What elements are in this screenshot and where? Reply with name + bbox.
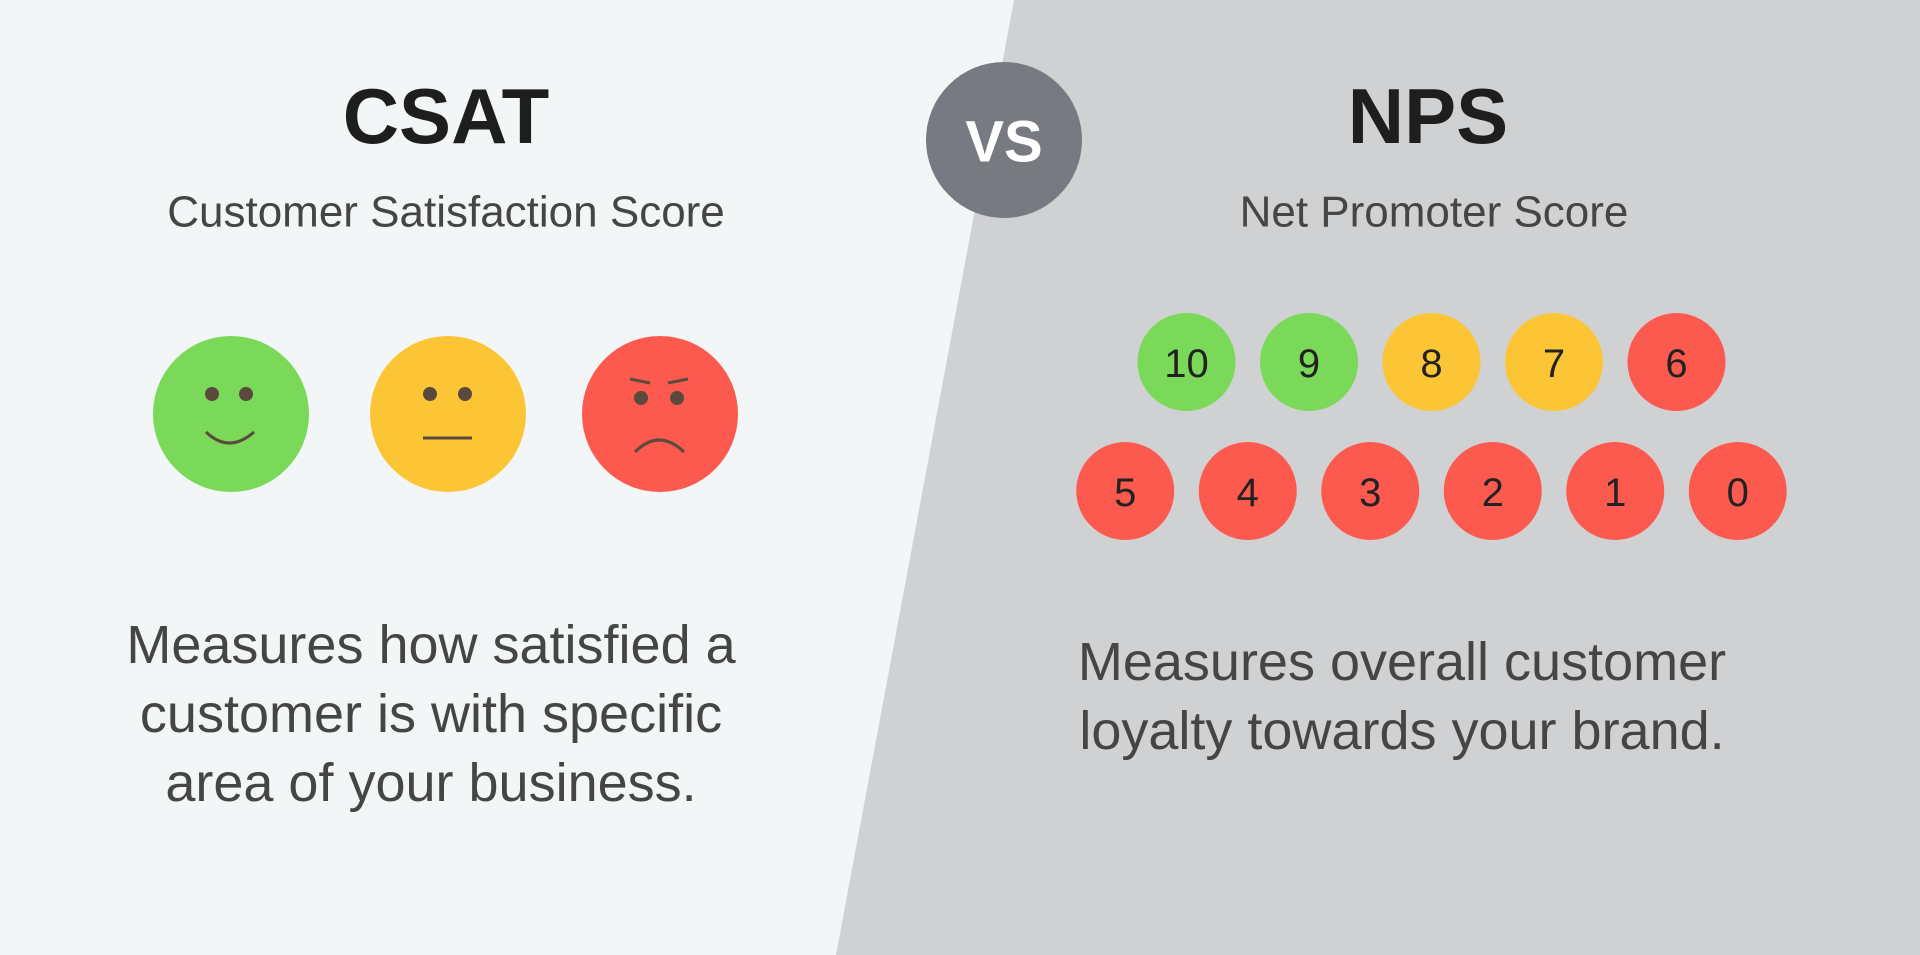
score-label: 8 [1420,342,1442,386]
nps-description: Measures overall customer loyalty towards… [1078,632,1726,761]
csat-subtitle: Customer Satisfaction Score [167,188,725,237]
nps-scale: 10 9 8 7 65 4 3 2 1 0 [1076,313,1787,540]
score-label: 2 [1482,471,1504,515]
score-circle [1198,442,1297,540]
description-line: loyalty towards your brand. [1079,701,1724,761]
score-circle [1076,442,1175,540]
score-label: 1 [1604,471,1626,515]
score-label: 7 [1543,342,1565,386]
description-line: Measures overall customer [1078,632,1726,692]
happy-face [153,336,309,492]
nps-subtitle: Net Promoter Score [1240,188,1629,237]
score-label: 4 [1237,471,1259,515]
description-line: customer is with specific [140,684,722,744]
score-circle [1566,442,1665,540]
score-circle [1505,313,1603,411]
score-label: 3 [1359,471,1381,515]
vs-label: VS [965,110,1042,175]
csat-title: CSAT [343,72,550,160]
csat-description: Measures how satisfied a customer is with… [126,615,736,813]
score-label: 0 [1727,471,1749,515]
nps-title: NPS [1348,72,1508,160]
sad-face [582,336,738,492]
score-label: 5 [1114,471,1136,515]
score-circle [1627,313,1726,411]
score-circle [1260,313,1358,411]
description-line: area of your business. [165,753,696,813]
score-circle [1443,442,1542,540]
score-circle [1688,442,1787,540]
score-label: 10 [1164,342,1209,386]
score-label: 9 [1298,342,1320,386]
neutral-face [370,336,526,492]
score-circle [1137,313,1236,411]
score-circle [1382,313,1481,411]
description-line: Measures how satisfied a [126,615,736,675]
vs-badge [926,62,1082,218]
score-circle [1321,442,1420,540]
score-label: 6 [1665,342,1687,386]
